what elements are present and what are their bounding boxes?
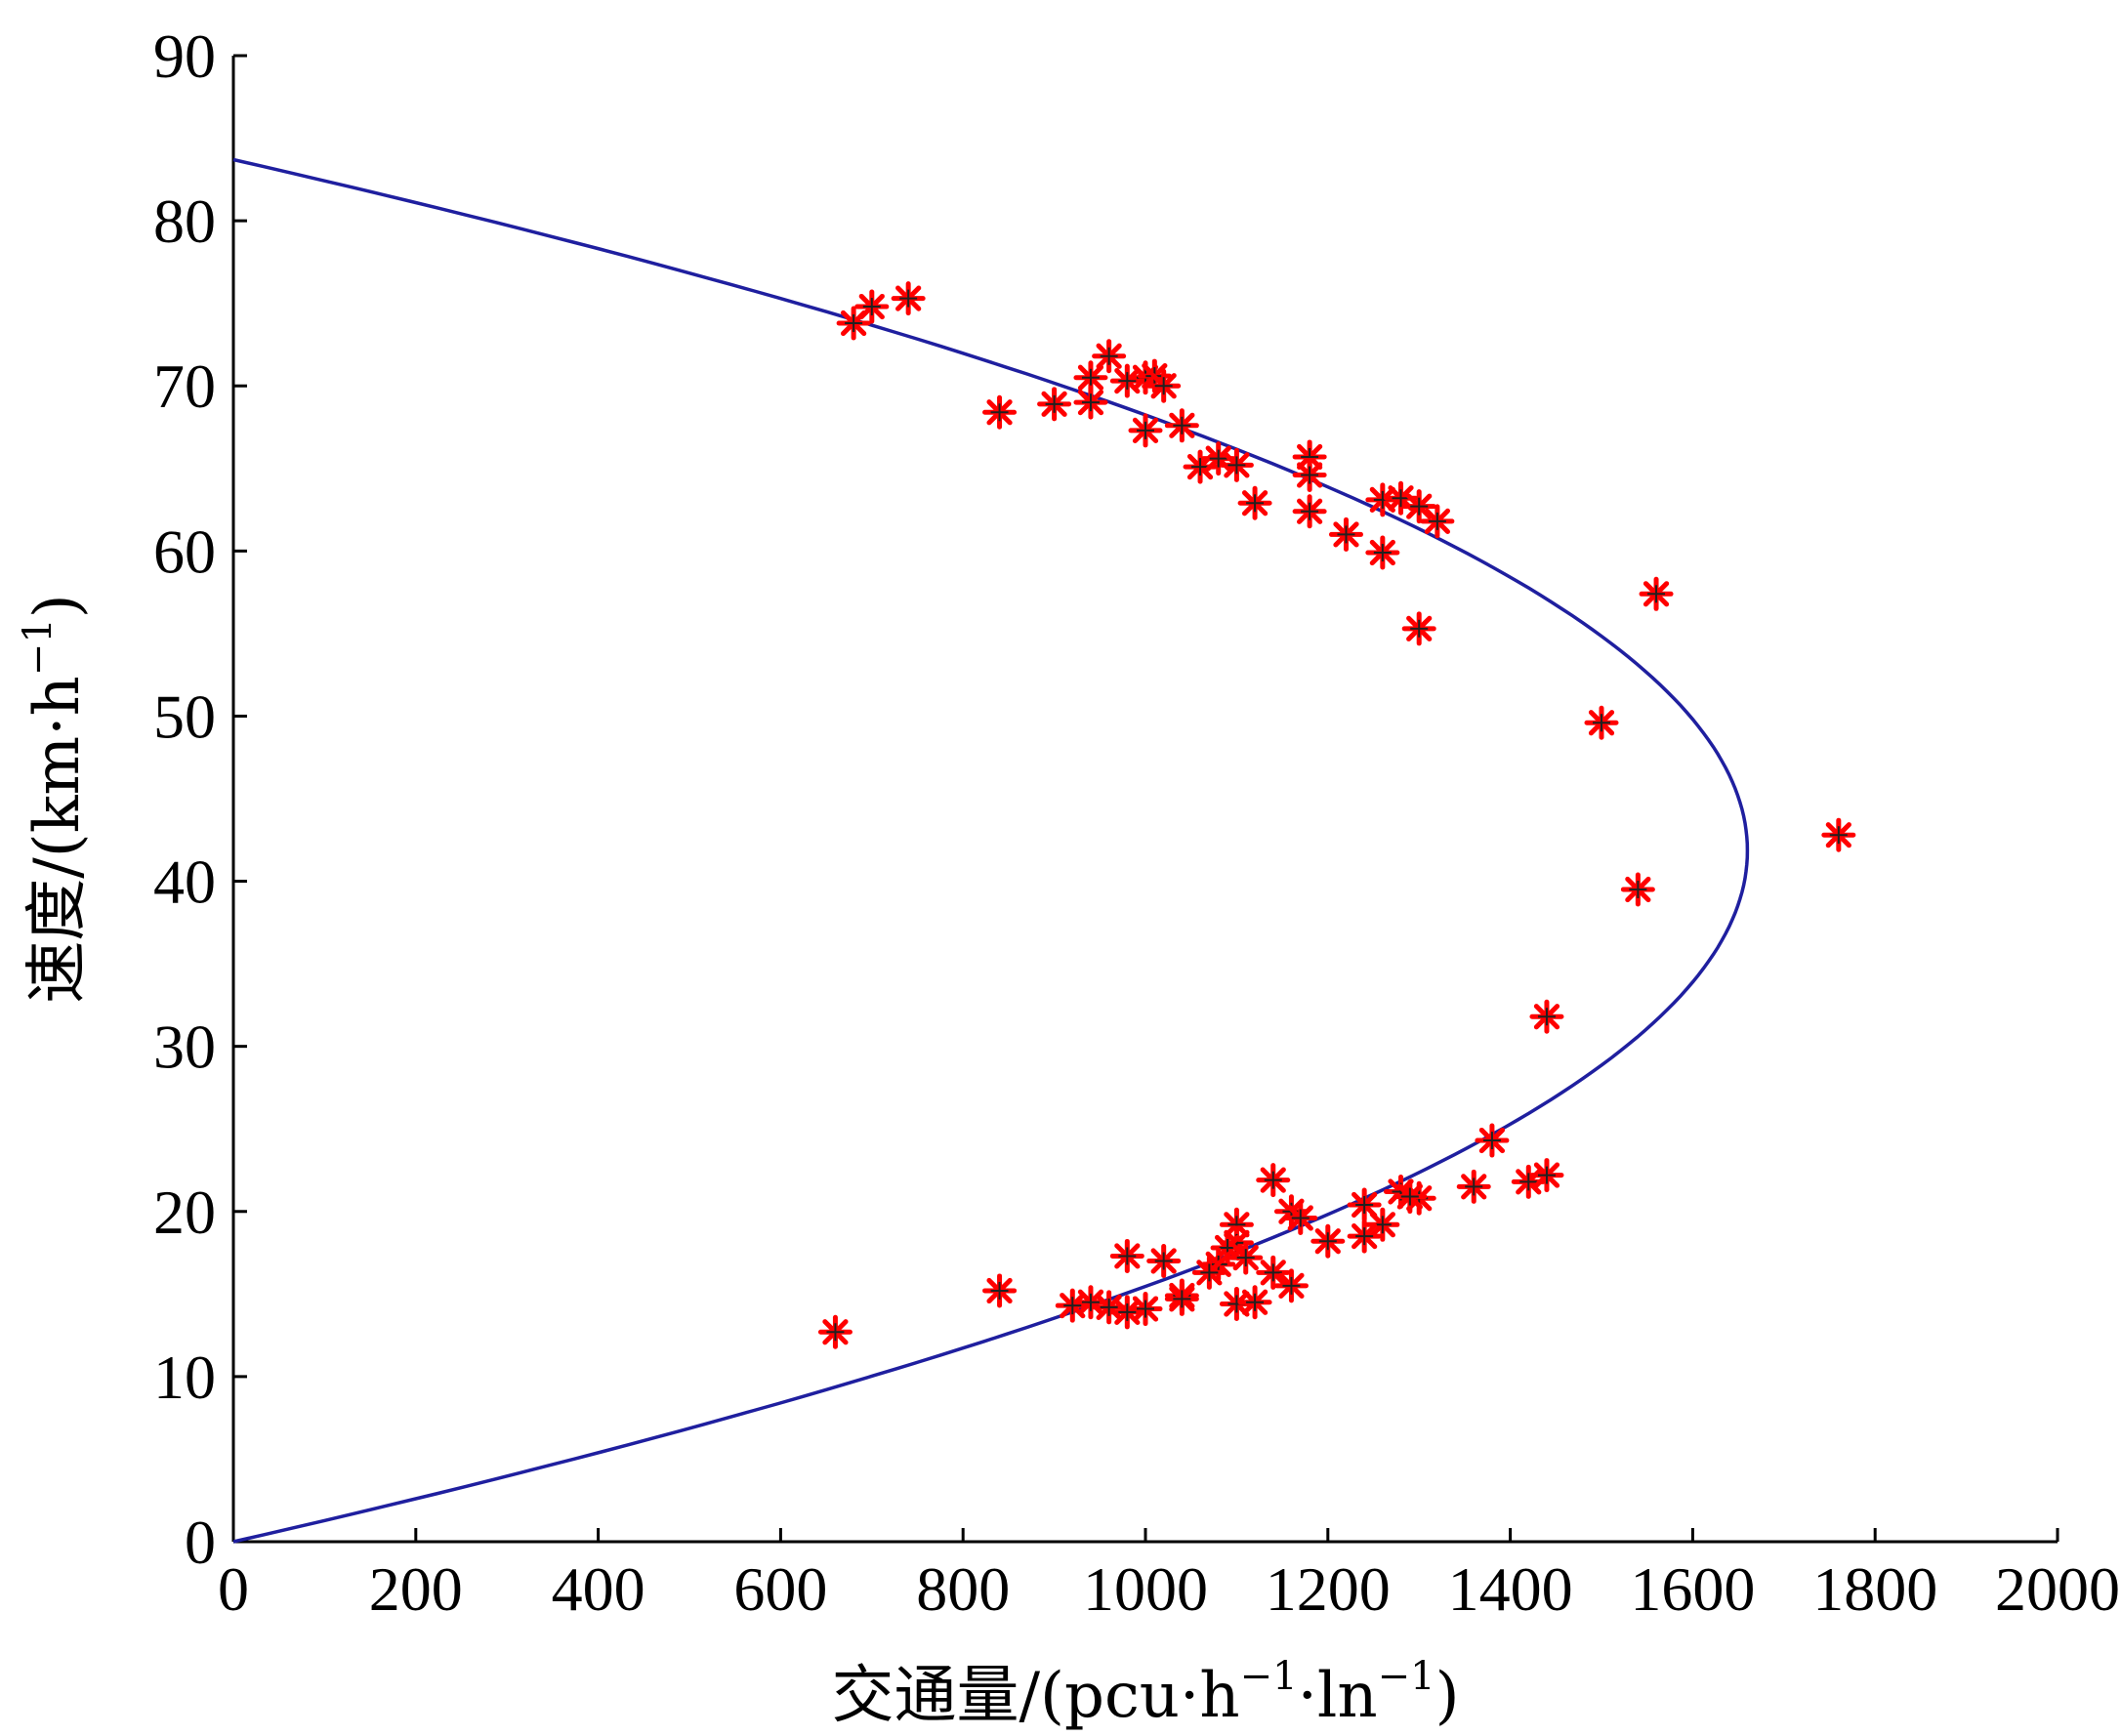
data-point [1401,489,1436,524]
data-point [1393,1179,1428,1215]
data-point [1328,517,1363,552]
data-point [1256,1163,1291,1198]
data-point [854,289,890,324]
data-point [1237,1285,1272,1320]
data-point [1237,485,1272,520]
data-point [1164,408,1199,443]
data-point [1228,1240,1264,1275]
x-tick-label-5: 1000 [1083,1554,1208,1624]
data-point [1128,1292,1163,1327]
data-point [1256,1255,1291,1290]
x-tick-label-9: 1800 [1812,1554,1937,1624]
data-point [1620,872,1655,907]
data-point [1164,1281,1199,1316]
y-tick-label-2: 20 [153,1178,216,1247]
y-axis-title: 速度/(km·h−1) [16,594,94,1004]
data-point [1219,447,1254,482]
x-tick-label-4: 800 [916,1554,1010,1624]
x-tick-label-0: 0 [218,1554,249,1624]
data-point [1639,576,1674,611]
data-point [1347,1219,1382,1254]
data-point [1146,1244,1182,1279]
data-point [1055,1288,1090,1323]
data-point [1821,817,1856,852]
x-tick-label-2: 400 [552,1554,645,1624]
data-point [1109,1238,1144,1273]
data-point [1191,1255,1227,1290]
x-tick-label-3: 600 [733,1554,827,1624]
data-point [1037,387,1072,422]
y-tick-label-5: 50 [153,682,216,751]
x-tick-label-7: 1400 [1448,1554,1573,1624]
data-point [1283,1201,1318,1236]
data-point [1128,413,1163,448]
data-point [1292,494,1327,529]
data-point [1219,1207,1254,1242]
tick-labels: 0 200 400 600 800 1000 1200 1400 1600 1800 2000 0 10… [153,21,2120,1624]
y-tick-label-9: 90 [153,21,216,91]
y-tick-label-1: 10 [153,1343,216,1412]
data-point [1529,999,1564,1034]
data-point [982,1273,1018,1308]
data-point [817,1314,853,1349]
y-tick-label-4: 40 [153,847,216,917]
x-tick-label-6: 1200 [1266,1554,1391,1624]
data-point [1401,611,1436,646]
x-tick-label-1: 200 [369,1554,463,1624]
data-point [1092,339,1127,374]
data-point [891,281,926,316]
fit-curve [232,157,1750,1544]
y-tick-label-0: 0 [185,1508,216,1577]
y-tick-label-3: 30 [153,1013,216,1082]
data-point [1073,385,1108,420]
data-point [1146,368,1182,403]
data-point [1475,1123,1510,1158]
y-tick-label-7: 70 [153,351,216,421]
data-point [1529,1158,1564,1193]
data-point [1347,1187,1382,1222]
y-tick-label-8: 80 [153,186,216,256]
x-axis-title: 交通量/(pcu·h−1·ln−1) [831,1654,1459,1732]
data-point [1292,458,1327,493]
x-tick-label-10: 2000 [1995,1554,2120,1624]
data-point [1073,360,1108,395]
data-point [1420,504,1455,539]
data-point [1310,1223,1346,1259]
y-tick-label-6: 60 [153,517,216,586]
data-point [1365,535,1400,570]
data-point [1273,1268,1309,1303]
data-points [817,281,1856,1349]
data-point [1456,1169,1491,1204]
data-point [982,394,1018,430]
x-tick-label-8: 1600 [1630,1554,1755,1624]
data-point [1584,705,1619,740]
